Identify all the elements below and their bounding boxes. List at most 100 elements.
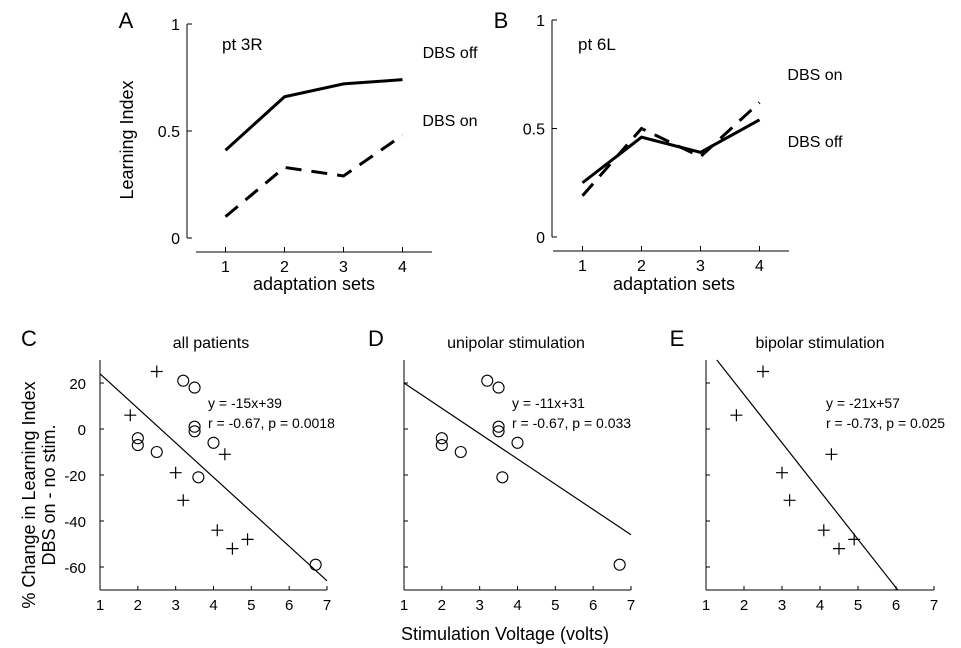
panel-c-point-circle [188,420,201,433]
panel-c-point-circle [309,558,322,571]
panel-c-xtick-label: 2 [134,597,142,614]
panel-d-point-circle [613,558,626,571]
panel-b-letter: B [494,8,509,33]
panel-c-xtick-label: 7 [323,597,331,614]
panel-c-point-circle [150,445,163,459]
panel-c-point-circle [177,374,190,387]
panel-e-fit-equation: y = -21x+57 [826,395,900,411]
panel-a-xtick-label: 4 [398,259,407,276]
panel-c-point-circle [192,471,205,484]
panel-a-letter: A [119,8,134,33]
panel-a-series-dbs-off [224,78,403,152]
panel-e-fit-line [716,359,899,591]
panel-c-ytick-label: -60 [64,560,86,577]
panel-d-point-circle [435,439,448,452]
panel-d-point-circle [511,436,524,449]
panel-b: Bpt 6L 0 0.5 1 1 2 3 4 adaptation sets DBS on DBS … [494,8,843,294]
panel-d-xtick-label: 2 [438,597,446,614]
panel-b-xtick-label: 3 [696,258,705,275]
panel-c-point-plus [150,365,163,378]
panel-a-title: pt 3R [222,35,263,54]
panel-c-letter: C [21,326,37,351]
panel-e-point-plus [730,409,743,422]
panel-d-point-circle [481,374,494,387]
panel-e-xtick-label: 1 [702,597,710,614]
panel-c-ylabel-line2: DBS on - no stim. [39,424,59,565]
panel-d-title: unipolar stimulation [447,335,585,352]
panel-a-xtick-label: 1 [221,259,230,276]
panel-d-xtick-label: 5 [551,597,559,614]
panel-c-xtick-label: 6 [285,597,293,614]
panel-d-xtick-label: 3 [475,597,483,614]
panel-e-fit-stats: r = -0.73, p = 0.025 [826,415,945,431]
panel-d-letter: D [368,326,384,351]
panel-b-xtick-label: 1 [578,258,587,275]
panel-d-xtick-label: 4 [513,597,521,614]
panel-c-fit-equation: y = -15x+39 [208,395,282,411]
panel-e-xtick-label: 4 [816,597,824,614]
panel-e-point-plus [757,365,769,378]
panel-c-ytick-label: -20 [64,468,86,485]
panel-a-legend-dbs-off: DBS off [423,45,478,62]
panel-a-xtick-label: 2 [280,259,289,276]
panel-b-legend-dbs-off: DBS off [788,134,843,151]
panel-d-point-circle [435,432,448,445]
panel-d-fit-equation: y = -11x+31 [512,395,585,411]
panel-b-series-dbs-on [581,101,761,197]
panel-a-legend-dbs-on: DBS on [422,113,477,130]
panel-c-xtick-label: 3 [171,597,179,614]
panel-b-xlabel: adaptation sets [613,274,735,294]
panel-e-point-plus [833,542,845,555]
panel-c-point-circle [188,425,201,438]
panel-c-ytick-label: 20 [69,376,86,393]
panel-c-point-circle [207,436,220,449]
panel-c-xtick-label: 5 [247,597,255,614]
panel-e-letter: E [670,326,685,351]
panel-e-point-plus [825,448,838,461]
shared-xlabel: Stimulation Voltage (volts) [401,624,609,644]
panel-d-xtick-label: 1 [400,597,408,614]
panel-d-point-circle [496,471,509,484]
panel-e-point-plus [817,524,830,537]
panel-a-ytick-label: 0.5 [158,124,180,141]
panel-c-fit-stats: r = -0.67, p = 0.0018 [208,415,335,431]
panel-b-ytick-label: 0.5 [523,122,545,139]
panel-c-point-plus [124,409,137,422]
panel-c-point-plus [169,466,182,479]
panel-d-xtick-label: 6 [589,597,597,614]
panel-d-point-circle [454,445,467,459]
panel-c-ytick-label: 0 [78,422,86,439]
panel-d-fit-line [403,382,632,536]
panel-e-xtick-label: 6 [892,597,900,614]
panel-c-point-circle [188,381,201,394]
panel-c-point-plus [177,494,190,507]
panel-b-title: pt 6L [578,35,616,54]
panel-d-point-circle [492,381,505,394]
panel-e-xtick-label: 7 [930,597,938,614]
panel-b-legend-dbs-on: DBS on [787,67,842,84]
panel-b-ytick-label: 0 [536,230,545,247]
panel-d-xtick-label: 7 [627,597,635,614]
panel-a-xlabel: adaptation sets [253,274,375,294]
panel-c-title: all patients [173,335,250,352]
panel-e-xtick-label: 5 [854,597,862,614]
panel-d-point-circle [492,425,505,438]
panel-a-xtick-label: 3 [339,259,348,276]
panel-d-point-circle [492,420,505,433]
panel-c-point-circle [131,432,144,445]
panel-b-xtick-label: 4 [755,258,764,275]
panel-a-ylabel: Learning Index [117,80,137,199]
panel-e-point-plus [783,494,796,507]
panel-c-xtick-label: 1 [96,597,104,614]
panel-e-point-plus [776,466,788,479]
panel-c-point-plus [241,533,254,546]
panel-e-xtick-label: 3 [778,597,786,614]
panel-c-point-circle [131,439,144,452]
panel-a-ytick-label: 1 [171,17,180,34]
panel-c-xtick-label: 4 [209,597,217,614]
panel-a-ytick-label: 0 [171,231,180,248]
